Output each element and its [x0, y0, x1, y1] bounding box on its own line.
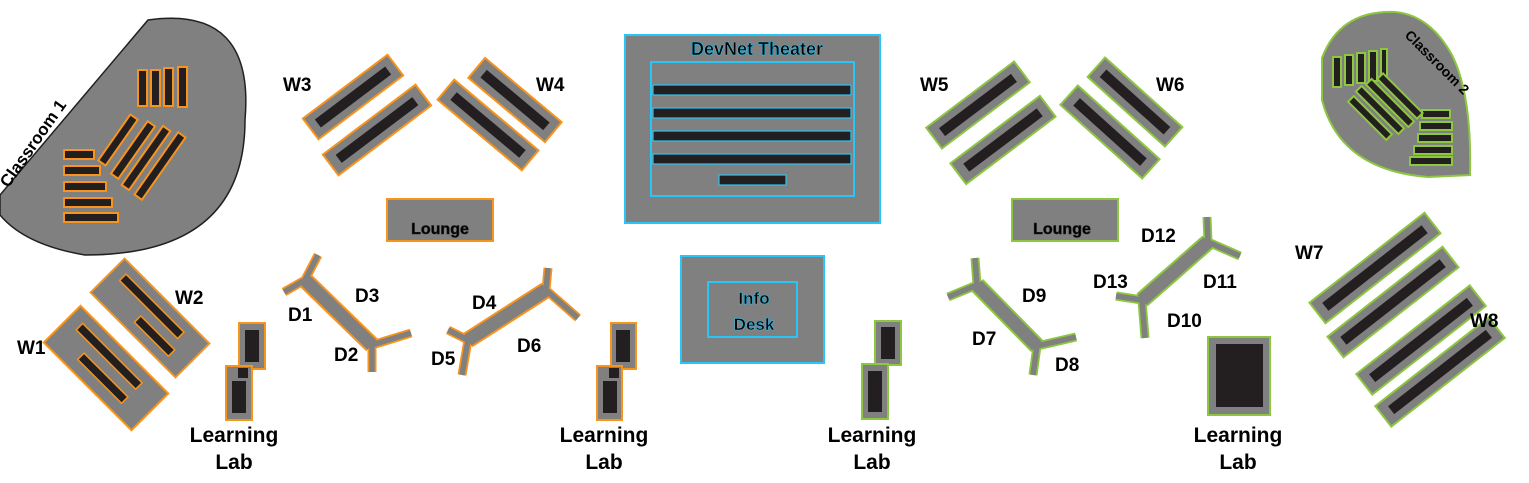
desk-cluster-d4-d6[interactable] [445, 267, 581, 376]
workbench-w4[interactable] [436, 56, 564, 172]
d4-label: D4 [472, 293, 497, 314]
workbench-w7[interactable] [1308, 211, 1460, 359]
d11-label: D11 [1203, 272, 1237, 293]
learning-lab-1-label: Learning Lab [190, 424, 279, 474]
learning-lab-1[interactable] [225, 322, 266, 421]
desk-cluster-d10-d13[interactable] [1115, 216, 1242, 339]
learning-lab-4-line2: Lab [1219, 451, 1256, 474]
d8-label: D8 [1055, 355, 1079, 376]
info-desk[interactable]: Info Desk [680, 255, 825, 364]
info-desk-line2: Desk [734, 315, 775, 334]
w8-label: W8 [1470, 311, 1499, 332]
d10-label: D10 [1167, 311, 1202, 332]
w3-label: W3 [283, 75, 312, 96]
learning-lab-3-line1: Learning [828, 424, 917, 447]
desk-cluster-d1-d3[interactable] [281, 252, 413, 372]
d13-label: D13 [1093, 272, 1128, 293]
learning-lab-4[interactable] [1207, 336, 1271, 416]
d9-label: D9 [1022, 286, 1046, 307]
desk-cluster-d7-d9[interactable] [946, 257, 1078, 376]
workbench-w6[interactable] [1059, 56, 1184, 180]
learning-lab-3-line2: Lab [853, 451, 890, 474]
workbench-w1[interactable] [42, 304, 170, 432]
theater-label: DevNet Theater [691, 39, 823, 59]
d6-label: D6 [517, 336, 541, 357]
learning-lab-3-label: Learning Lab [828, 424, 917, 474]
learning-lab-2-line1: Learning [560, 424, 649, 447]
learning-lab-1-line1: Learning [190, 424, 279, 447]
classroom-1[interactable]: Classroom 1 [0, 17, 247, 256]
w5-label: W5 [920, 75, 949, 96]
learning-lab-2-line2: Lab [585, 451, 622, 474]
workbench-w5[interactable] [924, 60, 1057, 186]
w1-label: W1 [17, 338, 46, 359]
workbench-w3[interactable] [301, 53, 433, 177]
d1-label: D1 [288, 305, 313, 326]
d2-label: D2 [334, 345, 358, 366]
learning-lab-4-line1: Learning [1194, 424, 1283, 447]
learning-lab-4-label: Learning Lab [1194, 424, 1283, 474]
learning-lab-2[interactable] [596, 322, 637, 421]
w7-label: W7 [1295, 243, 1324, 264]
d12-label: D12 [1141, 226, 1176, 247]
lounge-right[interactable]: Lounge [1011, 198, 1119, 242]
workbench-w8[interactable] [1354, 284, 1507, 428]
d7-label: D7 [972, 329, 996, 350]
w4-label: W4 [536, 75, 565, 96]
learning-lab-1-line2: Lab [215, 451, 252, 474]
learning-lab-3[interactable] [861, 320, 902, 420]
w6-label: W6 [1156, 75, 1185, 96]
learning-lab-2-label: Learning Lab [560, 424, 649, 474]
d5-label: D5 [431, 349, 456, 370]
w2-label: W2 [175, 288, 204, 309]
devnet-theater[interactable]: DevNet Theater [624, 34, 881, 224]
lounge-left-label: Lounge [411, 221, 469, 238]
d3-label: D3 [355, 286, 379, 307]
info-desk-line1: Info [738, 289, 769, 308]
classroom-2[interactable]: Classroom 2 [1321, 10, 1473, 179]
lounge-left[interactable]: Lounge [386, 198, 494, 242]
workbench-w2[interactable] [89, 257, 211, 379]
lounge-right-label: Lounge [1033, 221, 1091, 238]
